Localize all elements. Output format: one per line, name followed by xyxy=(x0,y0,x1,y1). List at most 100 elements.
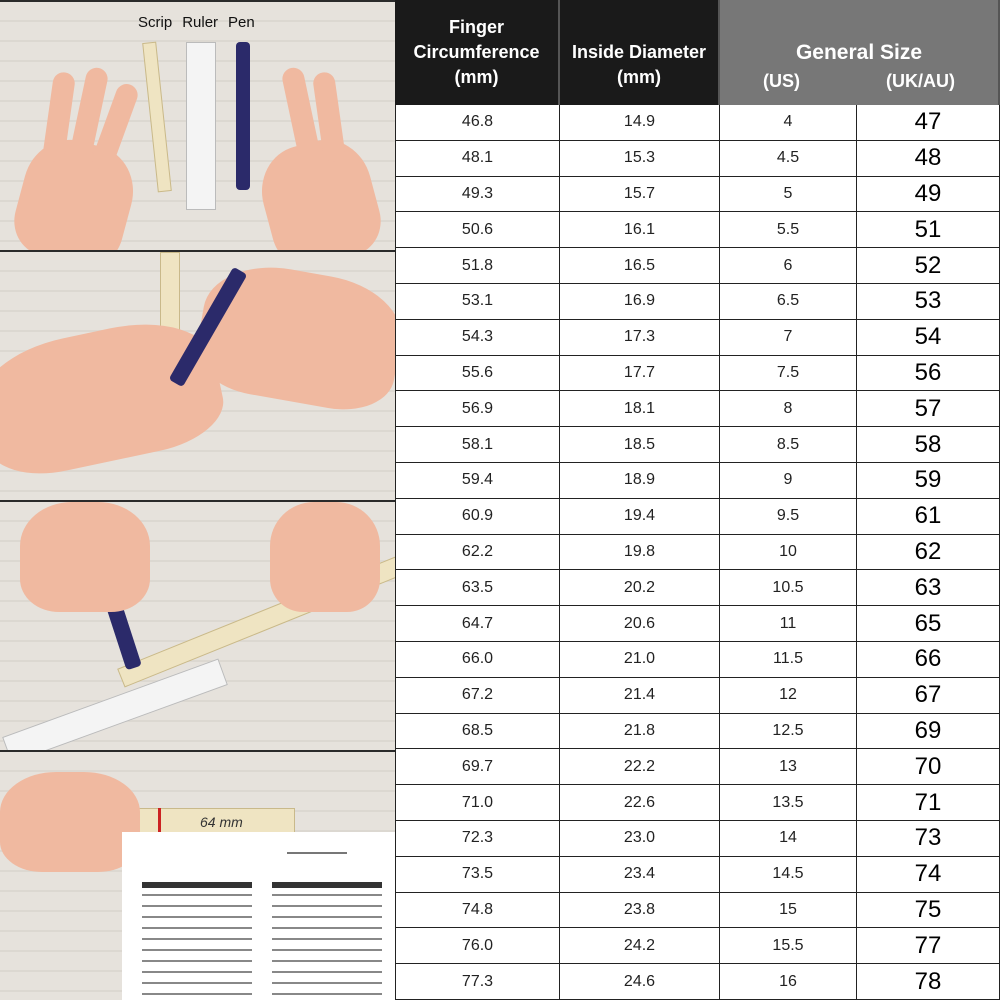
size-chart-sheet xyxy=(122,832,395,1000)
cell-us-size: 10 xyxy=(720,534,857,570)
cell-diameter: 21.4 xyxy=(560,677,720,713)
cell-diameter: 15.7 xyxy=(560,176,720,212)
hand xyxy=(20,502,150,612)
cell-diameter: 19.4 xyxy=(560,498,720,534)
cell-uk-au-size: 73 xyxy=(857,820,1000,856)
sheet-table xyxy=(142,894,252,1000)
cell-us-size: 14.5 xyxy=(720,856,857,892)
header-text: Circumference xyxy=(413,42,540,62)
cell-circumference: 59.4 xyxy=(395,462,560,498)
cell-uk-au-size: 67 xyxy=(857,677,1000,713)
cell-us-size: 4 xyxy=(720,105,857,140)
header-text: General Size xyxy=(795,41,923,64)
cell-us-size: 15.5 xyxy=(720,928,857,964)
cell-diameter: 24.6 xyxy=(560,964,720,999)
table-row: 50.6 16.1 5.5 51 xyxy=(395,212,1000,249)
cell-us-size: 12 xyxy=(720,677,857,713)
table-row: 71.0 22.6 13.5 71 xyxy=(395,785,1000,821)
header-general-size: General Size (US) (UK/AU) xyxy=(720,0,1000,105)
right-hand xyxy=(251,129,389,250)
cell-diameter: 22.2 xyxy=(560,749,720,785)
label-ruler: Ruler xyxy=(182,14,219,31)
sheet-line xyxy=(287,852,347,854)
table-row: 64.7 20.6 11 65 xyxy=(395,606,1000,642)
cell-diameter: 23.4 xyxy=(560,856,720,892)
mark-line xyxy=(158,808,161,836)
cell-diameter: 19.8 xyxy=(560,534,720,570)
header-text: (mm) xyxy=(617,67,661,87)
cell-us-size: 7 xyxy=(720,319,857,355)
header-text: (mm) xyxy=(454,67,499,87)
table-row: 59.4 18.9 9 59 xyxy=(395,462,1000,499)
cell-circumference: 54.3 xyxy=(395,319,560,355)
cell-diameter: 18.5 xyxy=(560,427,720,462)
cell-uk-au-size: 57 xyxy=(857,391,1000,427)
cell-us-size: 9.5 xyxy=(720,498,857,534)
cell-uk-au-size: 62 xyxy=(857,534,1000,570)
cell-uk-au-size: 52 xyxy=(857,248,1000,283)
cell-uk-au-size: 75 xyxy=(857,892,1000,928)
cell-circumference: 73.5 xyxy=(395,856,560,892)
cell-circumference: 55.6 xyxy=(395,355,560,391)
cell-circumference: 77.3 xyxy=(395,964,560,999)
cell-us-size: 4.5 xyxy=(720,140,857,176)
table-body: 46.8 14.9 4 47 48.1 15.3 4.5 48 49.3 15.7 5 49 50.6 1… xyxy=(395,105,1000,1000)
cell-diameter: 16.1 xyxy=(560,212,720,248)
cell-us-size: 14 xyxy=(720,820,857,856)
cell-diameter: 17.3 xyxy=(560,319,720,355)
paper-strip xyxy=(142,41,172,193)
cell-uk-au-size: 56 xyxy=(857,355,1000,391)
cell-circumference: 49.3 xyxy=(395,176,560,212)
cell-circumference: 68.5 xyxy=(395,713,560,749)
cell-uk-au-size: 61 xyxy=(857,498,1000,534)
table-row: 51.8 16.5 6 52 xyxy=(395,248,1000,284)
cell-diameter: 20.2 xyxy=(560,570,720,606)
cell-us-size: 6.5 xyxy=(720,283,857,319)
cell-uk-au-size: 58 xyxy=(857,427,1000,462)
panel-wrap-finger xyxy=(0,252,395,500)
cell-uk-au-size: 78 xyxy=(857,964,1000,999)
pen xyxy=(236,42,250,190)
cell-circumference: 46.8 xyxy=(395,105,560,140)
cell-uk-au-size: 69 xyxy=(857,713,1000,749)
cell-circumference: 53.1 xyxy=(395,283,560,319)
cell-us-size: 11 xyxy=(720,606,857,641)
cell-uk-au-size: 51 xyxy=(857,212,1000,248)
table-row: 67.2 21.4 12 67 xyxy=(395,677,1000,714)
instruction-illustrations: Scrip Ruler Pen 64 mm xyxy=(0,0,395,1000)
cell-uk-au-size: 48 xyxy=(857,140,1000,176)
cell-diameter: 16.5 xyxy=(560,248,720,283)
table-row: 46.8 14.9 4 47 xyxy=(395,105,1000,141)
table-row: 58.1 18.5 8.5 58 xyxy=(395,427,1000,463)
cell-uk-au-size: 59 xyxy=(857,462,1000,498)
cell-uk-au-size: 71 xyxy=(857,785,1000,820)
header-diameter: Inside Diameter (mm) xyxy=(560,0,720,105)
cell-circumference: 56.9 xyxy=(395,391,560,427)
header-uk-au: (UK/AU) xyxy=(886,71,955,91)
sheet-line xyxy=(142,882,252,888)
cell-circumference: 50.6 xyxy=(395,212,560,248)
table-row: 54.3 17.3 7 54 xyxy=(395,319,1000,356)
header-us: (US) xyxy=(763,71,800,91)
cell-circumference: 62.2 xyxy=(395,534,560,570)
cell-diameter: 21.0 xyxy=(560,641,720,677)
table-row: 66.0 21.0 11.5 66 xyxy=(395,641,1000,678)
cell-circumference: 74.8 xyxy=(395,892,560,928)
table-row: 69.7 22.2 13 70 xyxy=(395,749,1000,786)
ruler xyxy=(186,42,216,210)
table-row: 60.9 19.4 9.5 61 xyxy=(395,498,1000,535)
label-pen: Pen xyxy=(228,14,255,31)
cell-uk-au-size: 47 xyxy=(857,105,1000,140)
cell-circumference: 48.1 xyxy=(395,140,560,176)
cell-circumference: 72.3 xyxy=(395,820,560,856)
cell-us-size: 5.5 xyxy=(720,212,857,248)
cell-us-size: 15 xyxy=(720,892,857,928)
cell-us-size: 11.5 xyxy=(720,641,857,677)
table-row: 72.3 23.0 14 73 xyxy=(395,820,1000,857)
ruler xyxy=(2,658,228,750)
hand xyxy=(0,772,140,872)
cell-diameter: 15.3 xyxy=(560,140,720,176)
cell-us-size: 9 xyxy=(720,462,857,498)
tool-labels: Scrip Ruler Pen xyxy=(138,14,255,31)
header-circumference: Finger Circumference (mm) xyxy=(395,0,560,105)
